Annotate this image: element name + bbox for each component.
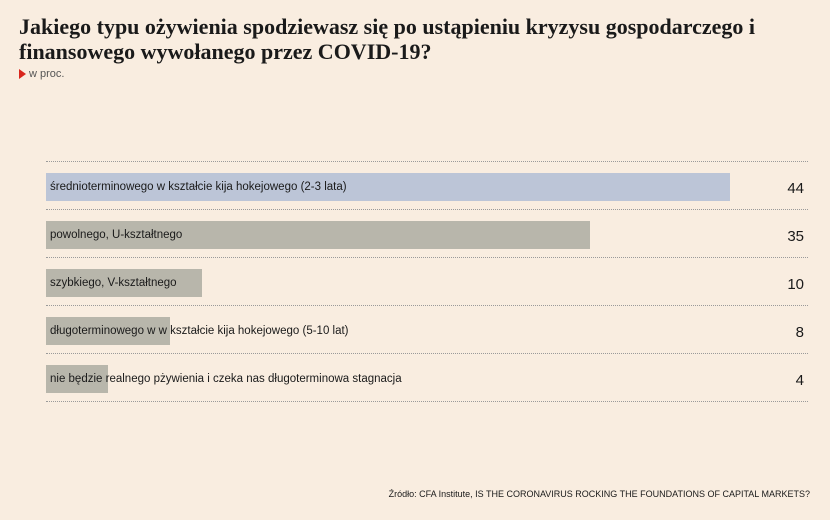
row-separator	[46, 305, 808, 306]
category-label: szybkiego, V-kształtnego	[50, 277, 177, 289]
bar	[46, 173, 730, 201]
row-separator	[46, 257, 808, 258]
row-separator	[46, 209, 808, 210]
unit-row: w proc.	[19, 67, 64, 81]
value-label: 8	[795, 324, 804, 341]
value-label: 4	[795, 372, 804, 389]
category-label: długoterminowego w w kształcie kija hoke…	[50, 325, 349, 337]
bar	[46, 365, 108, 393]
bar-chart: średnioterminowego w kształcie kija hoke…	[46, 161, 808, 407]
value-label: 10	[787, 276, 804, 293]
value-label: 44	[787, 180, 804, 197]
unit-label: w proc.	[29, 68, 65, 80]
bar	[46, 269, 202, 297]
bar	[46, 221, 590, 249]
row-separator	[46, 161, 808, 162]
row-separator	[46, 353, 808, 354]
category-label: nie będzie realnego pżywienia i czeka na…	[50, 373, 402, 385]
value-label: 35	[787, 228, 804, 245]
row-separator	[46, 401, 808, 402]
category-label: powolnego, U-kształtnego	[50, 229, 183, 241]
triangle-marker-icon	[19, 69, 26, 79]
bar	[46, 317, 170, 345]
source-note: Źródło: CFA Institute, IS THE CORONAVIRU…	[388, 489, 810, 499]
chart-title: Jakiego typu ożywienia spodziewasz się p…	[19, 14, 756, 64]
category-label: średnioterminowego w kształcie kija hoke…	[50, 181, 347, 193]
